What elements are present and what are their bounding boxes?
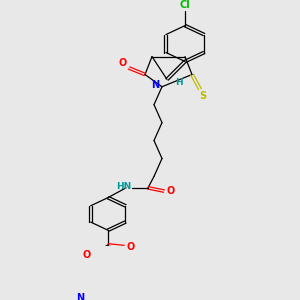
Text: O: O xyxy=(167,186,175,196)
Text: H: H xyxy=(175,78,183,87)
Text: Cl: Cl xyxy=(180,0,190,10)
Text: HN: HN xyxy=(116,182,132,191)
Text: S: S xyxy=(200,91,207,101)
Text: O: O xyxy=(83,250,91,260)
Text: O: O xyxy=(119,58,127,68)
Text: O: O xyxy=(127,242,135,251)
Text: N: N xyxy=(151,80,159,90)
Text: N: N xyxy=(76,293,84,300)
